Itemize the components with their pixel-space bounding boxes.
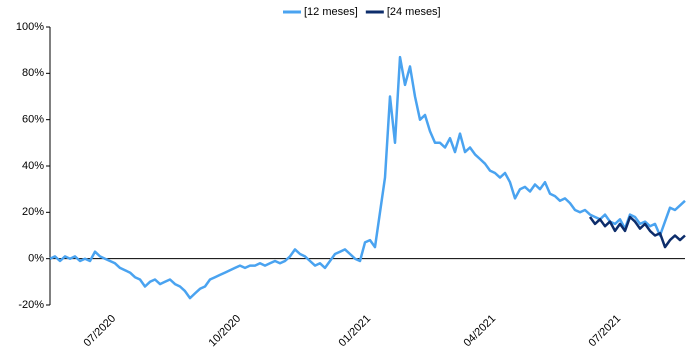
x-tick-label: 10/2020 — [207, 313, 244, 349]
y-tick-label: 80% — [22, 67, 44, 79]
series-line — [49, 55, 686, 300]
x-tick-label: 07/2020 — [82, 313, 119, 349]
y-tick-label: 0% — [28, 253, 44, 265]
series-line — [588, 215, 686, 249]
y-tick-label: 100% — [16, 21, 44, 33]
y-tick-label: 40% — [22, 160, 44, 172]
y-tick-label: 20% — [22, 206, 44, 218]
x-tick-label: 07/2021 — [587, 313, 624, 349]
y-tick-label: 60% — [22, 114, 44, 126]
y-tick-label: -20% — [18, 299, 44, 311]
legend-label: [24 meses] — [387, 6, 441, 18]
x-tick-label: 01/2021 — [337, 313, 374, 349]
legend-label: [12 meses] — [304, 6, 358, 18]
x-tick-label: 04/2021 — [462, 313, 499, 349]
